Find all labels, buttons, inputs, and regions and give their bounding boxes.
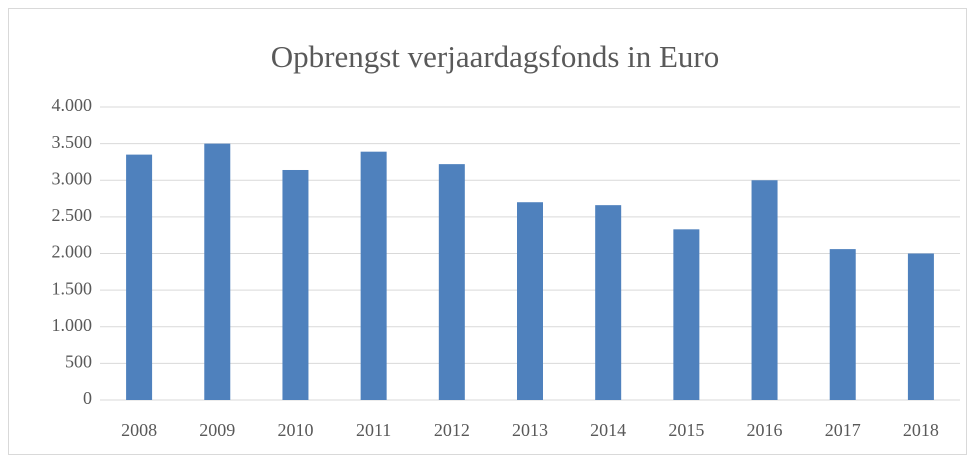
x-tick-label: 2017 [825, 420, 861, 440]
bar [517, 202, 543, 400]
bar [438, 164, 465, 400]
bar [360, 151, 387, 400]
x-tick-label: 2018 [903, 420, 939, 440]
y-tick-label: 3.500 [52, 132, 93, 152]
bar [595, 205, 622, 400]
x-tick-label: 2013 [512, 420, 548, 440]
bar [282, 169, 309, 400]
x-tick-label: 2015 [668, 420, 704, 440]
x-tick-label: 2014 [590, 420, 626, 440]
x-tick-label: 2010 [277, 420, 313, 440]
bar [204, 143, 231, 400]
x-tick-label: 2011 [356, 420, 391, 440]
bar [751, 180, 778, 400]
y-tick-label: 2.500 [52, 205, 93, 225]
x-tick-label: 2008 [121, 420, 157, 440]
bar [907, 253, 934, 400]
y-tick-label: 1.500 [52, 278, 93, 298]
y-tick-label: 500 [65, 352, 92, 372]
y-tick-label: 3.000 [52, 168, 93, 188]
bar [829, 249, 856, 400]
y-tick-label: 1.000 [52, 315, 93, 335]
y-tick-label: 0 [83, 388, 92, 408]
bar [673, 229, 700, 400]
x-tick-label: 2016 [747, 420, 783, 440]
chart-title: Opbrengst verjaardagsfonds in Euro [271, 39, 720, 74]
y-tick-label: 2.000 [52, 242, 93, 262]
y-tick-label: 4.000 [52, 95, 93, 115]
bar [126, 154, 153, 400]
chart-border [8, 8, 967, 455]
x-tick-label: 2012 [434, 420, 470, 440]
x-tick-label: 2009 [199, 420, 235, 440]
